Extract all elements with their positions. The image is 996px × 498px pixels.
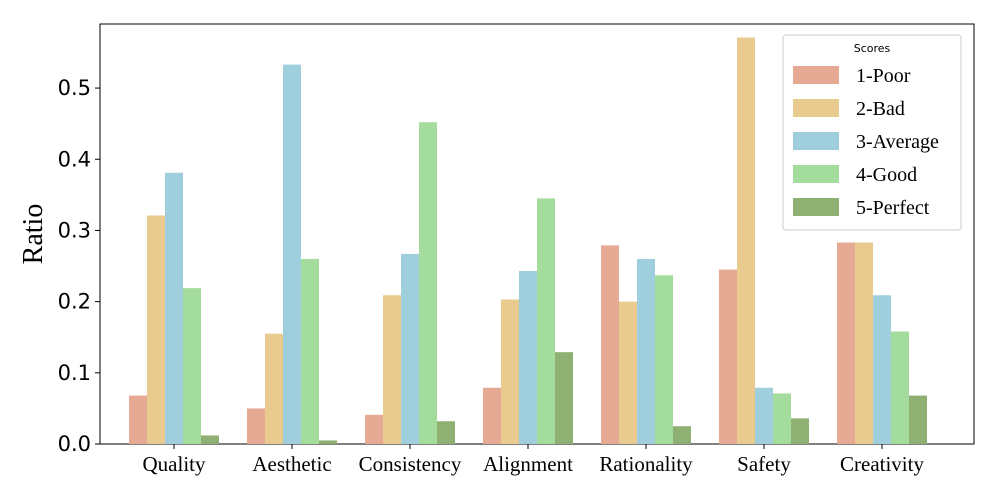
bar-1-poor-rationality: [601, 245, 619, 444]
bar-3-average-consistency: [401, 253, 419, 444]
bar-3-average-rationality: [637, 258, 655, 444]
bar-2-bad-alignment: [501, 299, 519, 444]
bar-2-bad-creativity: [855, 242, 873, 444]
legend-label: 1-Poor: [856, 65, 911, 87]
legend-swatch: [793, 198, 839, 216]
x-tick-label: Quality: [143, 452, 206, 476]
x-tick-label: Consistency: [359, 452, 462, 476]
bar-4-good-consistency: [419, 122, 437, 444]
legend-swatch: [793, 132, 839, 150]
x-tick-label: Aesthetic: [252, 452, 331, 476]
y-tick-label: 0.2: [58, 290, 91, 314]
bar-5-perfect-safety: [791, 418, 809, 444]
bar-3-average-quality: [165, 172, 183, 444]
bar-5-perfect-aesthetic: [319, 440, 337, 444]
bar-1-poor-alignment: [483, 387, 501, 444]
legend-items: 1-Poor 2-Bad 3-Average 4-Good 5-Perfect: [793, 65, 939, 219]
bar-3-average-aesthetic: [283, 64, 301, 445]
bar-3-average-creativity: [873, 295, 891, 444]
bar-4-good-quality: [183, 288, 201, 444]
y-tick-label: 0.4: [58, 147, 91, 171]
bar-3-average-safety: [755, 387, 773, 444]
legend-label: 3-Average: [856, 131, 939, 153]
x-tick-label: Creativity: [840, 452, 924, 476]
legend-label: 4-Good: [856, 164, 917, 186]
bar-2-bad-consistency: [383, 295, 401, 444]
bar-5-perfect-quality: [201, 435, 219, 444]
bar-4-good-safety: [773, 393, 791, 444]
bar-2-bad-aesthetic: [265, 333, 283, 444]
bar-3-average-alignment: [519, 271, 537, 444]
bar-1-poor-quality: [129, 395, 147, 444]
bar-2-bad-quality: [147, 215, 165, 444]
legend-swatch: [793, 66, 839, 84]
legend-label: 2-Bad: [856, 98, 905, 120]
x-tick-label: Safety: [737, 452, 791, 476]
legend-swatch: [793, 99, 839, 117]
bar-4-good-alignment: [537, 198, 555, 444]
bar-5-perfect-rationality: [673, 426, 691, 444]
legend: Scores 1-Poor 2-Bad 3-Average 4-Good 5-Perfe…: [782, 34, 962, 231]
y-tick-label: 0.5: [58, 76, 91, 100]
bar-5-perfect-consistency: [437, 421, 455, 444]
y-tick-label: 0.0: [58, 432, 91, 456]
x-tick-label: Rationality: [599, 452, 693, 476]
bar-4-good-creativity: [891, 331, 909, 444]
bar-1-poor-creativity: [837, 242, 855, 444]
bar-1-poor-aesthetic: [247, 408, 265, 444]
bar-2-bad-safety: [737, 37, 755, 445]
bar-2-bad-rationality: [619, 301, 637, 444]
legend-swatch: [793, 165, 839, 183]
bar-1-poor-consistency: [365, 414, 383, 444]
y-tick-label: 0.1: [58, 361, 91, 385]
y-tick-label: 0.3: [58, 218, 91, 242]
y-axis: 0.0 0.1 0.2 0.3 0.4 0.5: [58, 76, 100, 456]
legend-title: Scores: [854, 42, 891, 55]
bars-group: [129, 37, 927, 445]
bar-5-perfect-creativity: [909, 395, 927, 444]
bar-5-perfect-alignment: [555, 352, 573, 444]
x-axis: Quality Aesthetic Consistency Alignment Rati…: [143, 444, 924, 476]
y-axis-title: Ratio: [18, 204, 49, 265]
bar-4-good-aesthetic: [301, 258, 319, 444]
legend-label: 5-Perfect: [856, 197, 930, 219]
bar-1-poor-safety: [719, 269, 737, 444]
bar-4-good-rationality: [655, 275, 673, 444]
x-tick-label: Alignment: [483, 452, 573, 476]
